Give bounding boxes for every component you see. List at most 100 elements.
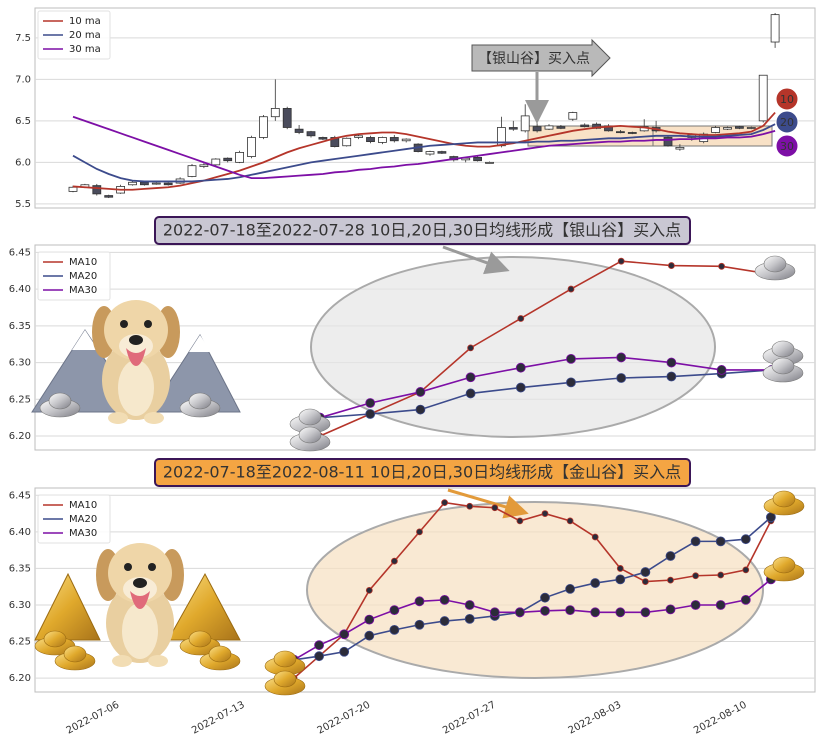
y-tick-label: 6.0: [15, 157, 31, 168]
legend-box: [37, 494, 111, 544]
x-tick-label: 2022-07-27: [441, 700, 497, 737]
legend-label: 10 ma: [69, 16, 101, 27]
end-badge: [775, 134, 799, 158]
highlight: [306, 501, 764, 679]
legend-label: MA10: [69, 500, 97, 511]
ma-point: [566, 353, 576, 364]
candle-body: [663, 137, 673, 147]
candle-body: [342, 137, 352, 147]
candle-body: [128, 181, 137, 186]
ma-point: [718, 262, 725, 270]
ma-point: [439, 594, 450, 605]
candle-body: [473, 156, 483, 162]
y-tick-label: 6.35: [9, 563, 31, 574]
candle-body: [556, 126, 566, 129]
legend-label: MA20: [69, 514, 97, 525]
legend-box: [37, 10, 111, 60]
chart-title: 2022-07-18至2022-08-11 10日,20日,30日均线形成【金山…: [163, 463, 681, 482]
ma-point: [439, 616, 450, 626]
ma-point: [742, 566, 750, 574]
chart-title: 2022-07-18至2022-07-28 10日,20日,30日均线形成【银山…: [163, 221, 681, 240]
legend-label: MA30: [69, 528, 97, 539]
candle-body: [746, 127, 756, 129]
ma-point: [464, 613, 475, 624]
ma-point: [314, 640, 325, 651]
ma-point: [566, 377, 576, 388]
candle-body: [627, 132, 637, 134]
end-badge-label: 10: [780, 93, 794, 106]
ma-point: [515, 607, 525, 618]
ma-point: [640, 607, 651, 618]
ma-point: [390, 557, 398, 565]
ma-point: [541, 510, 549, 517]
y-tick-label: 6.30: [9, 600, 31, 611]
ma-point: [515, 362, 526, 373]
x-tick-label: 2022-07-06: [65, 700, 121, 737]
ma-point: [616, 352, 627, 363]
end-badge: [775, 87, 799, 111]
candle-body: [580, 124, 590, 128]
y-tick-label: 7.0: [15, 74, 31, 85]
ma-point: [667, 576, 674, 584]
ma-point: [717, 571, 725, 579]
ma-point: [389, 624, 400, 635]
legend-label: 20 ma: [69, 30, 101, 41]
ma-line: [319, 356, 772, 419]
ma-point: [365, 586, 373, 594]
ma-point: [642, 578, 649, 585]
ma-point: [517, 315, 525, 322]
ma-line: [72, 123, 776, 183]
candle-body: [306, 131, 316, 137]
ma-point: [668, 262, 675, 269]
ma-point: [364, 630, 375, 641]
x-tick-label: 2022-07-20: [316, 700, 372, 737]
ma-point: [389, 605, 400, 616]
candle-body: [508, 127, 518, 130]
ma-point: [615, 607, 626, 618]
ma-point: [692, 572, 699, 580]
ma-point: [590, 607, 601, 618]
ma-point: [415, 404, 426, 415]
candle-body: [425, 151, 435, 155]
candle-body: [544, 125, 554, 130]
ma-point: [666, 357, 677, 368]
ma-point: [467, 344, 475, 352]
snow-cap: [72, 330, 98, 350]
ma-point: [591, 533, 599, 541]
legend-label: MA30: [69, 285, 97, 296]
candle-body: [735, 126, 744, 129]
candle-body: [92, 185, 102, 195]
legend-label: 30 ma: [69, 44, 101, 55]
ma-point: [414, 596, 425, 607]
snow-cap: [189, 335, 211, 352]
ma-point: [617, 257, 625, 265]
ma-point: [515, 382, 526, 393]
ma-point: [491, 504, 499, 512]
legend-label: MA10: [69, 257, 97, 268]
ma-point: [465, 372, 476, 383]
y-tick-label: 6.40: [9, 527, 31, 538]
ma-point: [716, 365, 727, 375]
candle-body: [270, 108, 280, 118]
y-tick-label: 7.5: [15, 33, 31, 44]
ma-point: [666, 371, 677, 382]
y-tick-label: 6.30: [9, 358, 31, 369]
ma-point: [365, 398, 376, 408]
x-tick-label: 2022-07-13: [190, 700, 246, 737]
candle-body: [247, 137, 256, 157]
candle-body: [199, 164, 209, 167]
candle-body: [437, 151, 447, 154]
ma-point: [567, 285, 575, 293]
y-tick-label: 6.40: [9, 284, 31, 295]
ma-point: [616, 565, 624, 572]
candle-body: [187, 165, 197, 177]
y-tick-label: 6.25: [9, 637, 31, 648]
ma-point: [715, 600, 726, 610]
candle-body: [711, 127, 720, 133]
ma-point: [465, 388, 476, 399]
ma-point: [615, 574, 626, 585]
ma-point: [339, 646, 350, 657]
ma-point: [616, 373, 627, 383]
legend-label: MA20: [69, 271, 97, 282]
ma-line: [319, 260, 772, 437]
